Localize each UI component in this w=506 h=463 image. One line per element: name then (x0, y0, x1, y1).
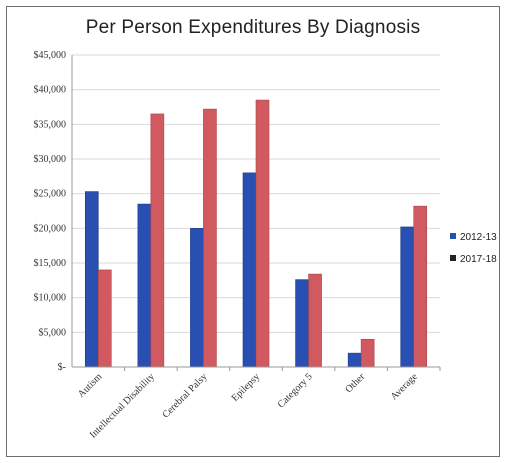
legend: 2012-13 2017-18 (450, 232, 497, 265)
y-tick-label: $5,000 (39, 327, 67, 338)
y-axis: $- $5,000 $10,000 $15,000 $20,000 $25,000 $30,… (34, 50, 73, 373)
bar-2017-18-intellectual-disability (150, 113, 165, 368)
bar-2012-13-cerebral-palsy (190, 228, 204, 368)
y-tick-label: $20,000 (34, 223, 67, 234)
legend-label: 2017-18 (460, 254, 497, 265)
bar-2017-18-epilepsy (255, 99, 270, 368)
bars (84, 99, 428, 368)
x-tick-label: Autism (76, 371, 105, 400)
y-tick-label: $15,000 (34, 258, 67, 269)
bar-2017-18-category-5 (308, 273, 322, 368)
y-tick-label: $40,000 (34, 85, 67, 96)
y-tick-label: $10,000 (34, 293, 67, 304)
bar-2012-13-epilepsy (242, 172, 257, 368)
bar-2012-13-category-5 (295, 279, 309, 368)
y-tick-label: $- (58, 362, 66, 373)
bar-2012-13-intellectual-disability (137, 203, 152, 368)
legend-label: 2012-13 (460, 232, 497, 243)
x-tick-label: Average (389, 371, 421, 403)
x-tick-label: Other (343, 371, 367, 395)
y-tick-label: $35,000 (34, 119, 67, 130)
legend-swatch (450, 255, 456, 261)
bar-2017-18-other (360, 338, 375, 368)
bar-2012-13-other (347, 352, 362, 368)
x-tick-label: Epilepsy (230, 371, 263, 404)
bar-2017-18-autism (97, 269, 112, 368)
y-tick-label: $45,000 (34, 50, 67, 61)
y-tick-label: $25,000 (34, 189, 67, 200)
bar-2012-13-autism (84, 191, 99, 368)
x-tick-label: Category 5 (276, 371, 315, 410)
legend-swatch (450, 233, 456, 239)
bar-2017-18-cerebral-palsy (203, 108, 217, 368)
bar-2017-18-average (413, 205, 428, 368)
x-tick-label: Cerebral Palsy (160, 371, 209, 420)
bar-2012-13-average (400, 226, 415, 368)
chart-title: Per Person Expenditures By Diagnosis (85, 17, 421, 38)
y-tick-label: $30,000 (34, 154, 67, 165)
